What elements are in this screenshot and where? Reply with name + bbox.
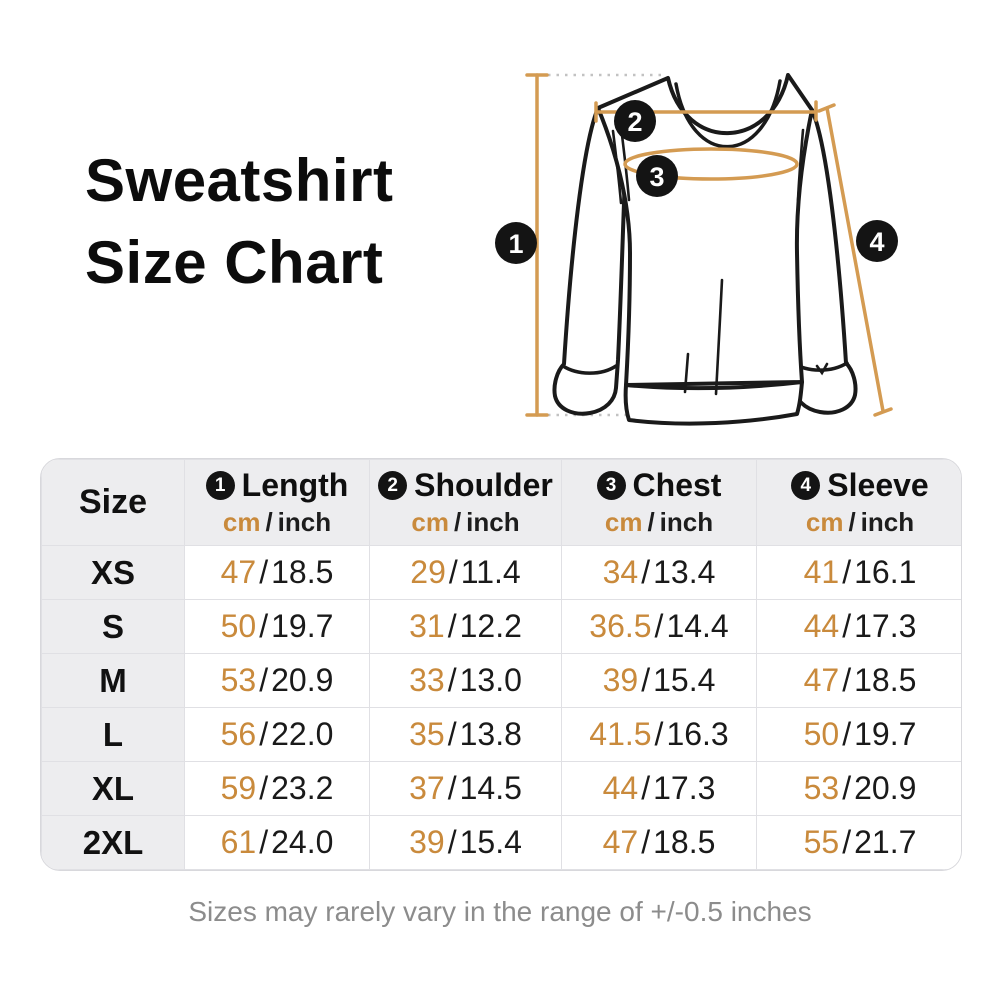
- units-label: cm / inch: [411, 507, 520, 537]
- cell-size: M: [41, 653, 185, 708]
- table-row: L 56/22.0 35/13.8 41.5/16.3 50/19.7: [41, 707, 961, 762]
- cell-shoulder: 33/13.0: [369, 653, 562, 708]
- cell-sleeve: 41/16.1: [756, 545, 961, 600]
- sweatshirt-diagram: 1 2 3 4: [480, 48, 920, 458]
- cell-size: XL: [41, 761, 185, 816]
- column-header-sleeve: 4 Sleeve cm / inch: [756, 459, 961, 546]
- cell-sleeve: 55/21.7: [756, 815, 961, 870]
- table-header-row: Size 1 Length cm / inch 2 Shoulder cm / inch 3…: [41, 459, 961, 546]
- cell-size: L: [41, 707, 185, 762]
- cell-size: 2XL: [41, 815, 185, 870]
- sweatshirt-illustration: 1 2 3 4: [495, 73, 898, 426]
- sweatshirt-drawing: [552, 73, 858, 426]
- sleeve-number-badge: 4: [791, 471, 821, 500]
- column-header-length: 1 Length cm / inch: [184, 459, 370, 546]
- cell-length: 56/22.0: [184, 707, 370, 762]
- cell-sleeve: 53/20.9: [756, 761, 961, 816]
- column-label: Length: [241, 467, 349, 503]
- cell-chest: 44/17.3: [561, 761, 757, 816]
- shoulder-number-badge: 2: [378, 471, 408, 500]
- chest-number-badge: 3: [596, 471, 626, 500]
- cell-size: XS: [41, 545, 185, 600]
- column-header-size: Size: [41, 459, 185, 546]
- page-title-line2: Size Chart: [85, 228, 384, 296]
- column-label: Sleeve: [827, 467, 929, 503]
- column-header-chest: 3 Chest cm / inch: [561, 459, 757, 546]
- page-title-line1: Sweatshirt: [85, 147, 394, 214]
- column-label: Chest: [632, 467, 722, 503]
- column-label: Shoulder: [414, 467, 553, 503]
- svg-text:3: 3: [649, 162, 664, 192]
- cell-shoulder: 39/15.4: [369, 815, 562, 870]
- svg-text:1: 1: [508, 229, 523, 259]
- marker-shoulder-badge: 2: [614, 100, 656, 142]
- table-row: M 53/20.9 33/13.0 39/15.4 47/18.5: [41, 653, 961, 708]
- cell-length: 59/23.2: [184, 761, 370, 816]
- cell-shoulder: 29/11.4: [369, 545, 562, 600]
- marker-length-badge: 1: [495, 222, 537, 264]
- chest-measure-ellipse: [623, 147, 799, 181]
- cell-chest: 39/15.4: [561, 653, 757, 708]
- table-row: S 50/19.7 31/12.2 36.5/14.4 44/17.3: [41, 599, 961, 654]
- cell-shoulder: 31/12.2: [369, 599, 562, 654]
- units-label: cm / inch: [222, 507, 332, 537]
- size-table: Size 1 Length cm / inch 2 Shoulder cm / inch 3…: [40, 458, 962, 871]
- footnote: Sizes may rarely vary in the range of +/…: [188, 896, 812, 927]
- cell-chest: 34/13.4: [561, 545, 757, 600]
- page-title: Sweatshirt Size Chart: [85, 140, 393, 303]
- cell-size: S: [41, 599, 185, 654]
- svg-text:4: 4: [869, 227, 884, 257]
- marker-sleeve-badge: 4: [856, 220, 898, 262]
- table-row: XL 59/23.2 37/14.5 44/17.3 53/20.9: [41, 761, 961, 816]
- column-header-shoulder: 2 Shoulder cm / inch: [369, 459, 562, 546]
- cell-chest: 41.5/16.3: [561, 707, 757, 762]
- sleeve-measure-line: [825, 106, 885, 413]
- table-row: 2XL 61/24.0 39/15.4 47/18.5 55/21.7: [41, 815, 961, 870]
- cell-length: 47/18.5: [184, 545, 370, 600]
- cell-chest: 47/18.5: [561, 815, 757, 870]
- cell-chest: 36.5/14.4: [561, 599, 757, 654]
- cell-sleeve: 47/18.5: [756, 653, 961, 708]
- cell-length: 50/19.7: [184, 599, 370, 654]
- table-row: XS 47/18.5 29/11.4 34/13.4 41/16.1: [41, 545, 961, 600]
- marker-chest-badge: 3: [636, 155, 678, 197]
- units-label: cm / inch: [805, 507, 915, 537]
- cell-sleeve: 50/19.7: [756, 707, 961, 762]
- cell-shoulder: 37/14.5: [369, 761, 562, 816]
- cell-length: 53/20.9: [184, 653, 370, 708]
- svg-text:2: 2: [627, 107, 642, 137]
- cell-shoulder: 35/13.8: [369, 707, 562, 762]
- measurement-lines: [525, 73, 893, 417]
- length-number-badge: 1: [205, 471, 235, 500]
- units-label: cm / inch: [604, 507, 714, 537]
- cell-length: 61/24.0: [184, 815, 370, 870]
- cell-sleeve: 44/17.3: [756, 599, 961, 654]
